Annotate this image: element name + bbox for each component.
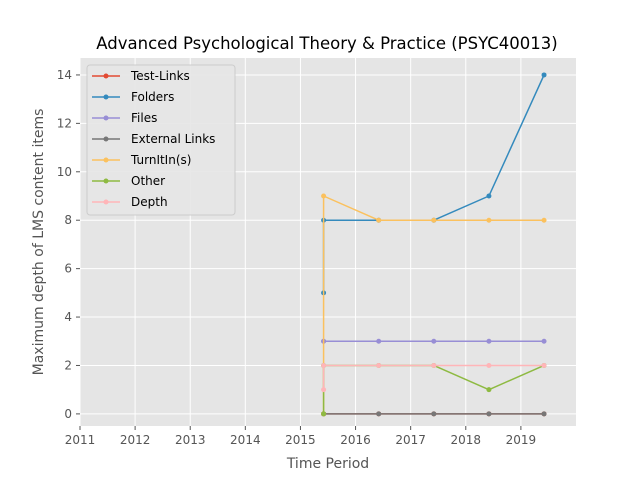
legend-marker [103,73,109,79]
legend-label: TurnItIn(s) [130,153,191,167]
x-tick-label: 2019 [506,433,537,447]
chart-title: Advanced Psychological Theory & Practice… [96,34,557,53]
x-tick-label: 2017 [395,433,426,447]
data-point-external-links [541,411,547,417]
legend-item-other: Other [92,174,165,188]
legend-label: Other [131,174,165,188]
data-point-external-links [431,411,437,417]
data-point-depth [431,362,437,368]
legend-item-depth: Depth [92,195,168,209]
x-tick-label: 2016 [340,433,371,447]
data-point-turnitin-s [321,193,327,199]
legend-item-folders: Folders [92,90,174,104]
y-tick-label: 6 [64,262,72,276]
legend-marker [103,136,109,142]
y-tick-label: 2 [64,358,72,372]
x-tick-label: 2015 [285,433,316,447]
data-point-turnitin-s [431,217,437,223]
y-tick-label: 0 [64,407,72,421]
legend-item-test-links: Test-Links [92,69,190,83]
data-point-files [376,338,382,344]
legend-label: External Links [131,132,215,146]
x-tick-label: 2014 [230,433,261,447]
legend-marker [103,115,109,121]
x-tick-label: 2012 [120,433,151,447]
data-point-files [431,338,437,344]
axis-ticks: 2011 2012 2013 2014 2015 2016 2017 2018 2019 0 2 4 6… [57,68,536,447]
y-axis-label: Maximum depth of LMS content items [31,109,47,376]
data-point-turnitin-s [541,217,547,223]
legend-marker [103,178,109,184]
data-point-other [321,411,327,417]
legend-item-turnitin-s: TurnItIn(s) [92,153,191,167]
data-point-depth [321,362,327,368]
legend-marker [103,94,109,100]
data-point-folders [486,193,492,199]
x-tick-label: 2018 [451,433,482,447]
legend-box [86,64,236,216]
data-point-depth [321,387,327,393]
series-layer [321,72,547,417]
series-depth [321,362,547,393]
y-tick-label: 4 [64,310,72,324]
legend-marker [103,157,109,163]
data-point-turnitin-s [376,217,382,223]
data-point-depth [541,362,547,368]
legend-label: Files [131,111,157,125]
data-point-external-links [486,411,492,417]
legend-item-external-links: External Links [92,132,215,146]
y-tick-label: 10 [57,165,72,179]
data-point-files [541,338,547,344]
legend-label: Folders [131,90,174,104]
series-line-depth [322,364,545,390]
data-point-files [486,338,492,344]
x-tick-label: 2013 [175,433,206,447]
series-line-turnitin-s [322,195,545,414]
data-point-turnitin-s [486,217,492,223]
y-tick-label: 14 [57,68,72,82]
x-tick-label: 2011 [65,433,96,447]
y-tick-label: 8 [64,213,72,227]
data-point-other [486,387,492,393]
data-point-depth [486,362,492,368]
legend: Test-Links Folders Files External Links Turn… [86,64,236,216]
data-point-folders [541,72,547,78]
legend-label: Test-Links [130,69,190,83]
x-axis-label: Time Period [286,456,369,472]
data-point-depth [376,362,382,368]
y-tick-label: 12 [57,116,72,130]
legend-marker [103,199,109,205]
data-point-external-links [376,411,382,417]
legend-label: Depth [131,195,168,209]
legend-item-files: Files [92,111,157,125]
